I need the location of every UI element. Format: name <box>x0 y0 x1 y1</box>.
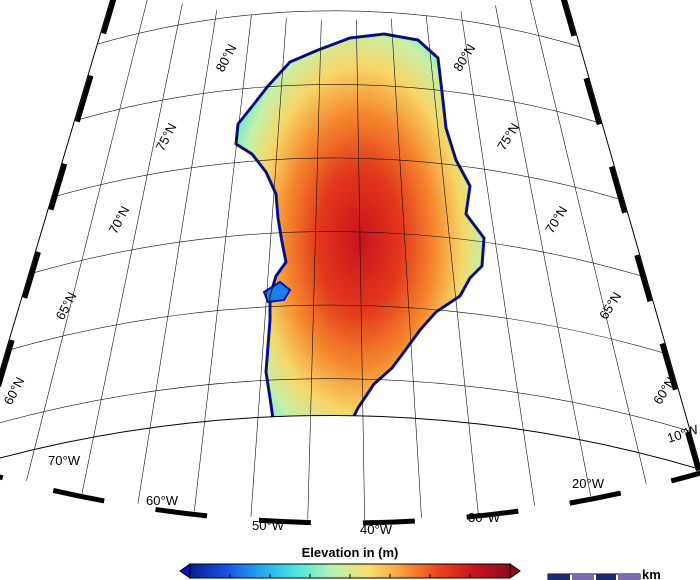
longitude-label: 70°W <box>48 453 81 468</box>
scale-bar-unit: km <box>642 567 661 580</box>
longitude-label: 50°W <box>252 518 285 533</box>
longitude-label: 30°W <box>468 510 501 525</box>
longitude-label: 40°W <box>360 522 393 537</box>
longitude-labels: 70°W60°W50°W 40°W30°W20°W10°W <box>48 421 700 537</box>
colorbar-low-triangle <box>179 563 191 579</box>
longitude-label: 20°W <box>572 476 605 491</box>
graticule <box>0 0 691 520</box>
scale-bar: km <box>547 567 661 580</box>
colorbar-title: Elevation in (m) <box>302 545 399 560</box>
map-frame <box>0 0 700 526</box>
colorbar-high-triangle <box>509 563 521 579</box>
elevation-colorbar <box>179 563 521 579</box>
longitude-label: 60°W <box>146 493 179 508</box>
